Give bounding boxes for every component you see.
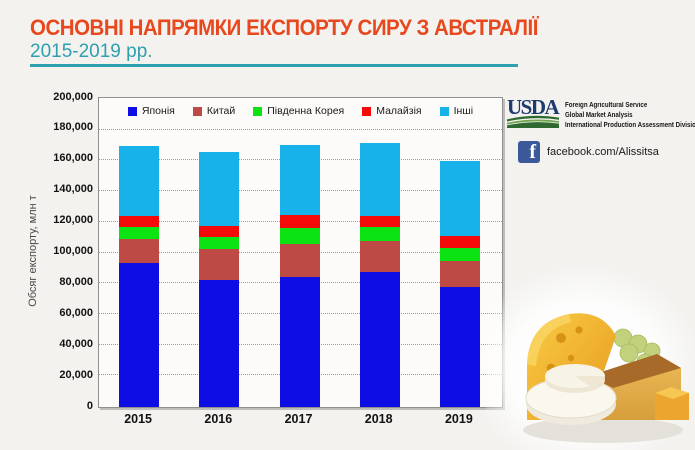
legend-label: Китай bbox=[206, 105, 236, 117]
legend-label: Малайзія bbox=[376, 105, 422, 117]
bar-segment-Південна Корея bbox=[279, 228, 320, 245]
bar-segment-Японія bbox=[199, 279, 240, 407]
usda-swoosh-icon bbox=[507, 115, 559, 128]
cheese-photo bbox=[523, 313, 689, 443]
legend-item-Малайзія: Малайзія bbox=[362, 105, 422, 117]
facebook-url[interactable]: facebook.com/Alissitsa bbox=[547, 146, 659, 158]
bar-segment-Інші bbox=[279, 144, 320, 216]
bar-2016 bbox=[199, 100, 240, 407]
chart-legend: Японія Китай Південна Корея Малайзія Інші bbox=[99, 105, 502, 117]
bar-segment-Китай bbox=[439, 261, 480, 288]
legend-swatch-icon bbox=[127, 106, 137, 116]
usda-division-lines: Foreign Agricultural Service Global Mark… bbox=[565, 99, 695, 131]
x-tick-label: 2016 bbox=[204, 412, 233, 426]
y-tick-label: 200,000 bbox=[53, 90, 93, 103]
y-tick-label: 120,000 bbox=[53, 214, 93, 227]
y-axis-tick-labels: 200,000 180,000 160,000 140,000 120,000 100,0… bbox=[0, 0, 93, 450]
legend-swatch-icon bbox=[439, 106, 449, 116]
y-tick-label: 100,000 bbox=[53, 245, 93, 257]
page-title: ОСНОВНІ НАПРЯМКИ ЕКСПОРТУ СИРУ З АВСТРАЛ… bbox=[30, 15, 538, 40]
y-tick-label: 40,000 bbox=[59, 337, 93, 350]
legend-item-Японія: Японія bbox=[127, 105, 175, 117]
y-tick-label: 0 bbox=[86, 399, 93, 412]
bar-segment-Китай bbox=[359, 241, 400, 272]
usda-line-2: Global Market Analysis bbox=[565, 112, 633, 119]
bar-segment-Південна Корея bbox=[119, 227, 160, 239]
bar-segment-Японія bbox=[359, 271, 400, 407]
bar-segment-Малайзія bbox=[359, 215, 400, 227]
usda-logo-block: USDA Foreign Agricultural Service Global… bbox=[507, 95, 695, 131]
bar-segment-Малайзія bbox=[119, 215, 160, 228]
legend-label: Інші bbox=[453, 105, 474, 117]
bar-segment-Малайзія bbox=[439, 235, 480, 249]
usda-wordmark: USDA bbox=[507, 95, 560, 119]
y-tick-label: 140,000 bbox=[53, 183, 93, 196]
chart-plot-area: Японія Китай Південна Корея Малайзія Інші bbox=[98, 97, 503, 408]
legend-item-Інші: Інші bbox=[439, 105, 474, 117]
legend-swatch-icon bbox=[253, 106, 263, 116]
bar-segment-Інші bbox=[199, 152, 240, 226]
bar-segment-Інші bbox=[119, 146, 160, 216]
bar-2018 bbox=[359, 100, 400, 407]
legend-label: Південна Корея bbox=[267, 105, 345, 117]
x-tick-label: 2015 bbox=[124, 412, 152, 426]
bar-segment-Південна Корея bbox=[199, 236, 240, 249]
y-tick-label: 60,000 bbox=[59, 306, 93, 319]
bar-segment-Японія bbox=[119, 262, 160, 407]
bar-segment-Малайзія bbox=[199, 225, 240, 237]
y-tick-label: 80,000 bbox=[59, 275, 93, 288]
x-tick-label: 2017 bbox=[284, 412, 313, 426]
facebook-row: f facebook.com/Alissitsa bbox=[518, 141, 659, 163]
page-subtitle: 2015-2019 рр. bbox=[30, 41, 153, 62]
y-tick-label: 180,000 bbox=[53, 121, 93, 134]
bar-segment-Південна Корея bbox=[439, 248, 480, 262]
bar-2017 bbox=[279, 100, 320, 407]
legend-swatch-icon bbox=[362, 106, 372, 116]
bar-segment-Малайзія bbox=[279, 215, 320, 229]
usda-line-3: International Production Assessment Divi… bbox=[565, 122, 695, 129]
bar-segment-Китай bbox=[199, 248, 240, 280]
legend-label: Японія bbox=[141, 105, 175, 117]
bar-segment-Китай bbox=[279, 244, 320, 277]
x-tick-label: 2019 bbox=[444, 412, 473, 426]
bar-2019 bbox=[439, 100, 480, 407]
y-tick-label: 160,000 bbox=[53, 152, 93, 165]
bar-segment-Китай bbox=[119, 238, 160, 263]
bar-segment-Інші bbox=[439, 161, 480, 236]
legend-item-Китай: Китай bbox=[192, 105, 236, 117]
bar-2015 bbox=[119, 100, 160, 407]
header-divider bbox=[30, 64, 518, 67]
x-tick-label: 2018 bbox=[364, 412, 393, 426]
gridline bbox=[99, 128, 502, 130]
legend-item-Південна Корея: Південна Корея bbox=[253, 105, 344, 117]
usda-logo: USDA bbox=[507, 95, 560, 128]
bar-segment-Японія bbox=[439, 287, 480, 407]
y-tick-label: 20,000 bbox=[59, 368, 93, 381]
usda-line-1: Foreign Agricultural Service bbox=[565, 102, 648, 109]
bar-segment-Південна Корея bbox=[359, 226, 400, 242]
legend-swatch-icon bbox=[192, 106, 202, 116]
facebook-icon: f bbox=[518, 141, 540, 163]
bar-segment-Японія bbox=[279, 276, 320, 407]
bar-segment-Інші bbox=[359, 143, 400, 216]
